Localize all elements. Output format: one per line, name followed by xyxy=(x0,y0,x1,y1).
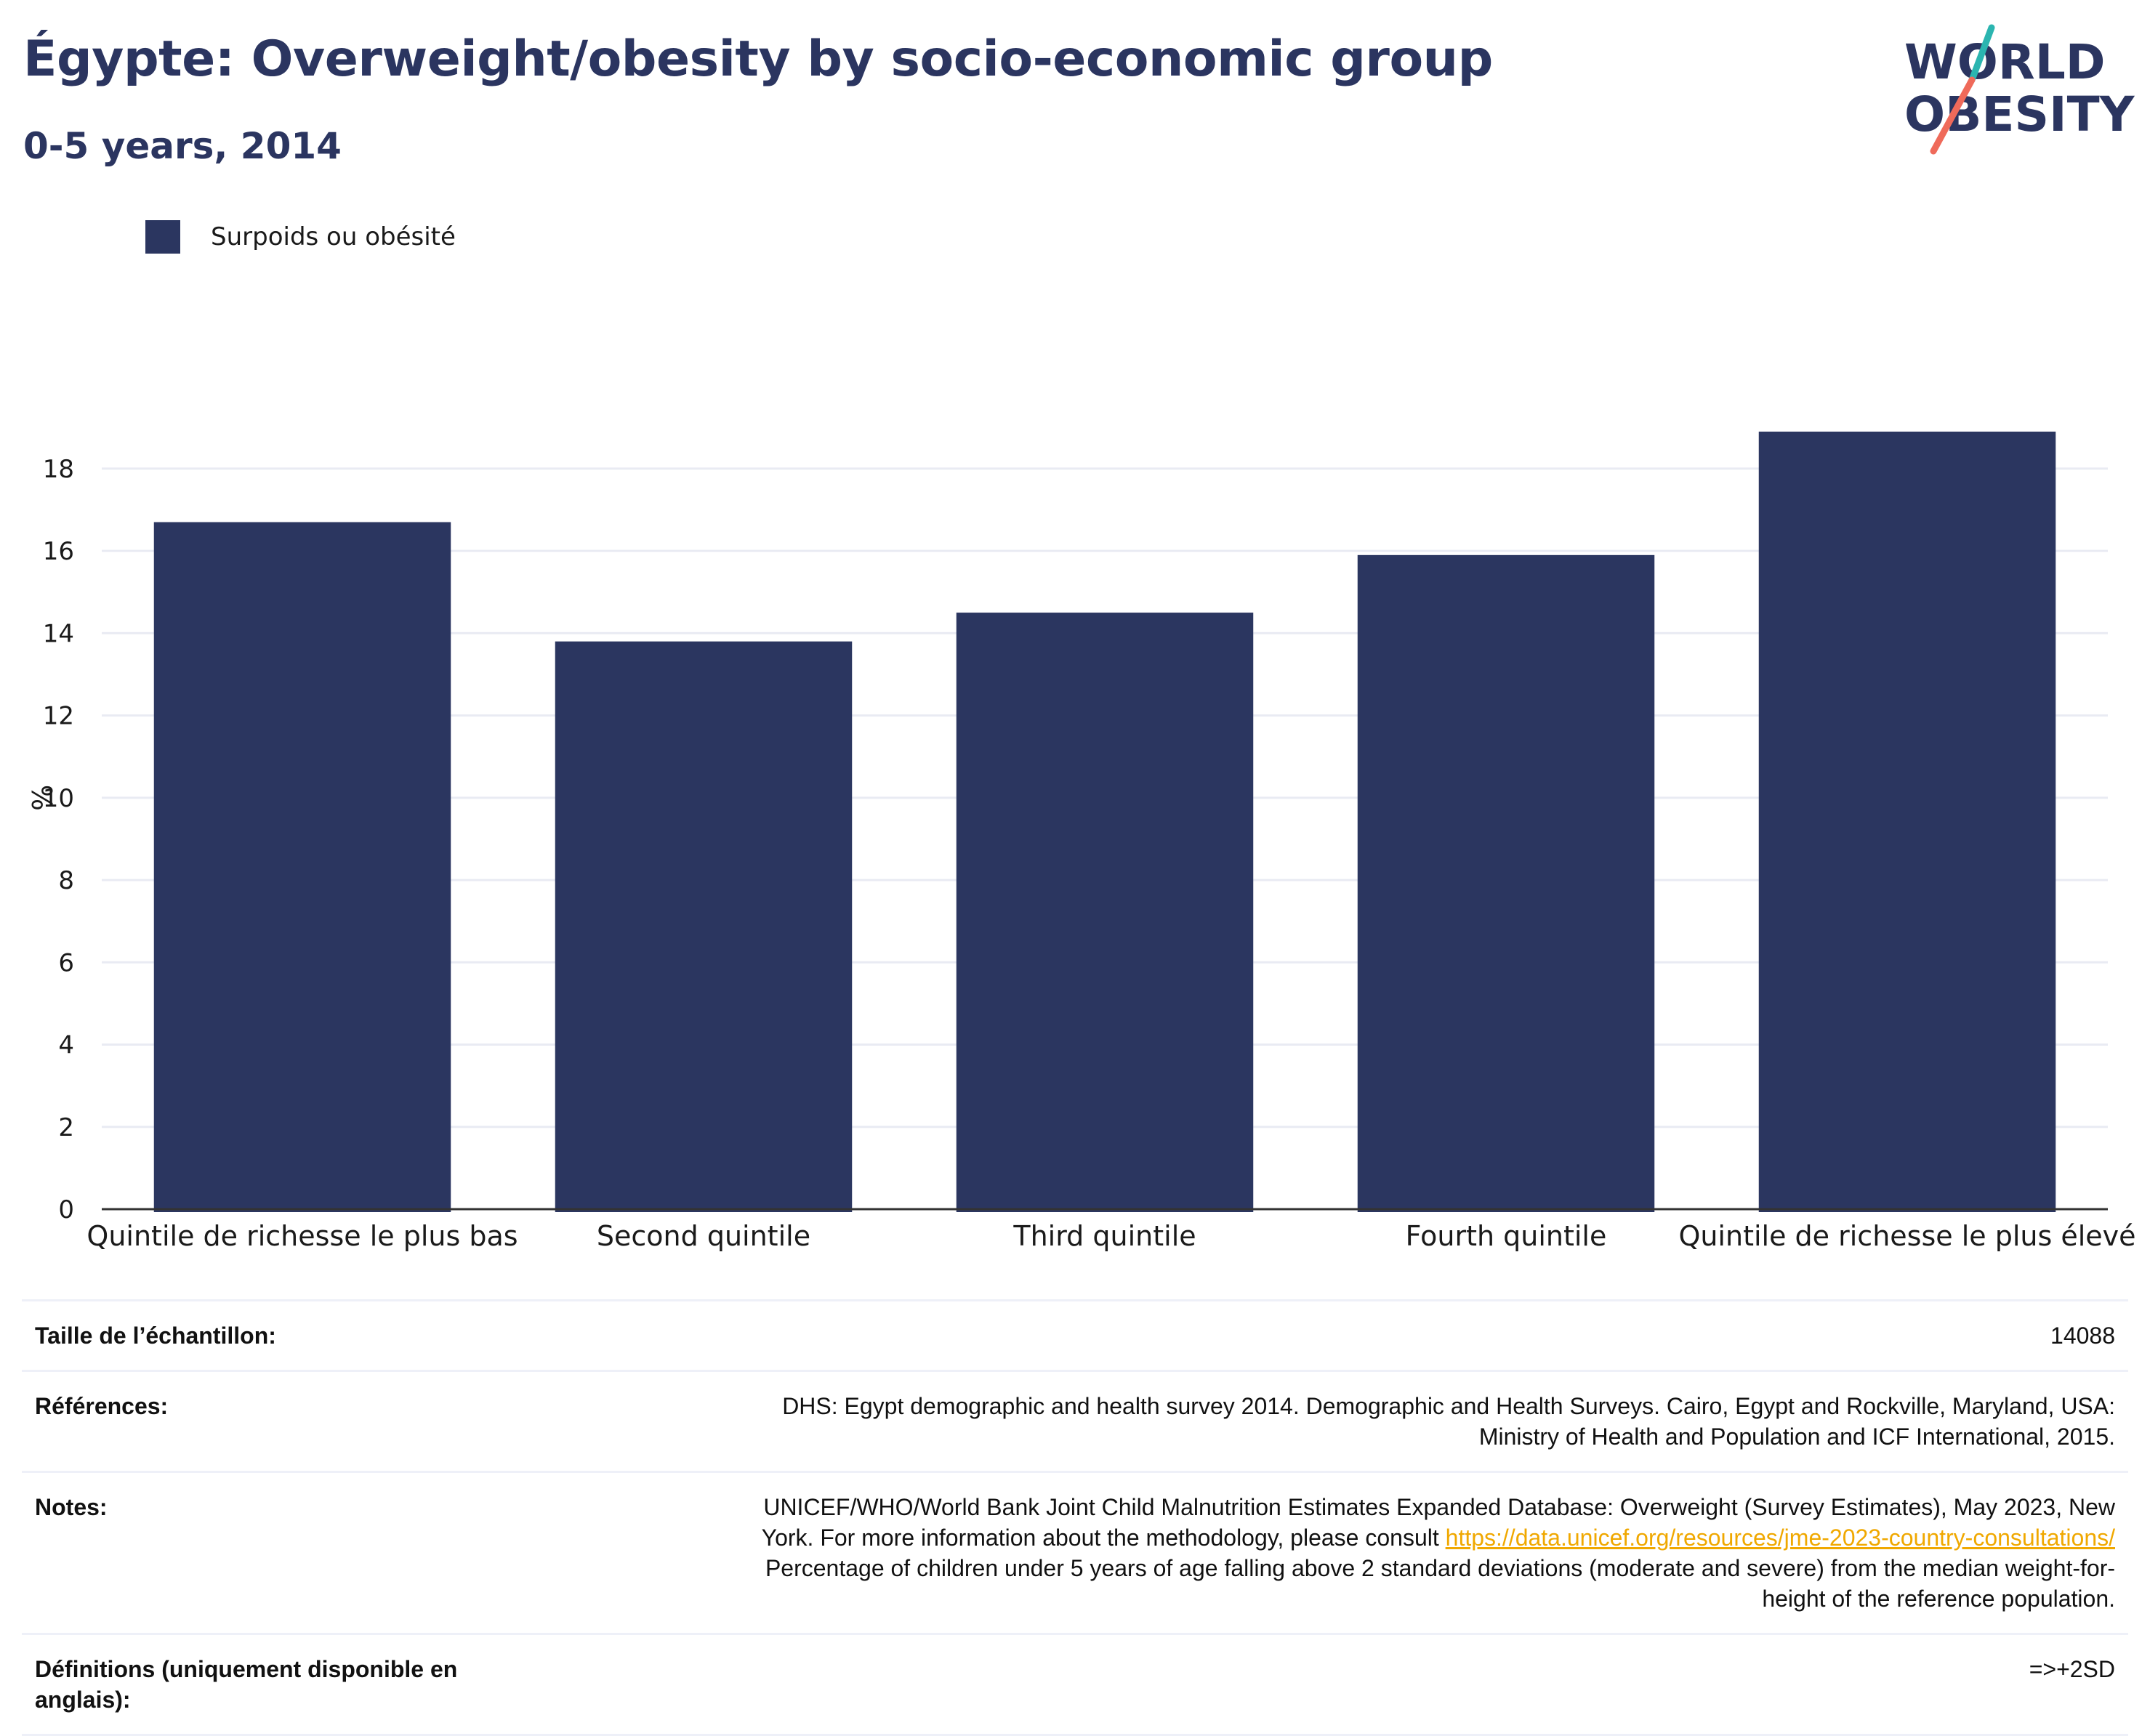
y-tick-label: 16 xyxy=(43,537,74,566)
methodology-link[interactable]: https://data.unicef.org/resources/jme-20… xyxy=(1445,1525,2115,1551)
notes-value: UNICEF/WHO/World Bank Joint Child Malnut… xyxy=(558,1492,2115,1614)
x-tick-label: Second quintile xyxy=(597,1220,810,1252)
x-tick-label: Fourth quintile xyxy=(1406,1220,1607,1252)
y-tick-label: 2 xyxy=(58,1113,74,1142)
world-obesity-logo: WORLD OBESITY xyxy=(1904,24,2135,155)
logo-slash-coral xyxy=(1930,76,1976,155)
legend-swatch xyxy=(145,220,180,254)
definitions-label: Définitions (uniquement disponible en an… xyxy=(35,1656,458,1713)
legend[interactable]: Surpoids ou obésité xyxy=(145,218,456,256)
x-tick-label: Quintile de richesse le plus bas xyxy=(86,1220,518,1252)
notes-line-3: Percentage of children under 5 years of … xyxy=(765,1555,2115,1581)
bar xyxy=(956,613,1254,1212)
row-definitions: Définitions (uniquement disponible en an… xyxy=(22,1633,2128,1736)
notes-label: Notes: xyxy=(35,1494,108,1520)
logo-word-world: WORLD xyxy=(1904,34,2106,90)
bar xyxy=(555,641,853,1212)
x-tick-label: Third quintile xyxy=(1012,1220,1196,1252)
chart-title: Égypte: Overweight/obesity by socio-econ… xyxy=(23,31,1493,88)
y-tick-label: 14 xyxy=(43,619,74,648)
y-axis-title: % xyxy=(27,785,59,811)
y-tick-label: 6 xyxy=(58,948,74,977)
notes-line-1: UNICEF/WHO/World Bank Joint Child Malnut… xyxy=(763,1494,2115,1520)
chart-subtitle: 0-5 years, 2014 xyxy=(23,125,342,167)
notes-line-4: height of the reference population. xyxy=(1762,1586,2115,1612)
row-references: Références: DHS: Egypt demographic and h… xyxy=(22,1370,2128,1471)
sample-size-label: Taille de l’échantillon: xyxy=(35,1323,276,1349)
notes-line-2-prefix: York. For more information about the met… xyxy=(761,1525,1446,1551)
logo-slash-teal xyxy=(1968,24,1995,84)
info-table: Taille de l’échantillon: 14088 Référence… xyxy=(22,1299,2128,1736)
row-sample-size: Taille de l’échantillon: 14088 xyxy=(22,1299,2128,1370)
row-notes: Notes: UNICEF/WHO/World Bank Joint Child… xyxy=(22,1471,2128,1633)
x-tick-label: Quintile de richesse le plus élevé xyxy=(1678,1220,2135,1252)
bar-chart: 0 2 4 6 8 10 12 14 16 18% Quintile de richesse le … xyxy=(27,431,2136,1252)
references-line-1: DHS: Egypt demographic and health survey… xyxy=(782,1393,2115,1419)
y-tick-label: 10 xyxy=(43,784,74,813)
sample-size-value: 14088 xyxy=(2050,1323,2115,1349)
y-tick-label: 0 xyxy=(58,1195,74,1224)
definitions-value: =>+2SD xyxy=(2029,1656,2115,1682)
references-value: DHS: Egypt demographic and health survey… xyxy=(558,1391,2115,1452)
references-line-2: Ministry of Health and Population and IC… xyxy=(1478,1424,2115,1450)
y-tick-label: 8 xyxy=(58,866,74,895)
bar xyxy=(153,522,451,1212)
bar xyxy=(1758,431,2056,1212)
legend-label: Surpoids ou obésité xyxy=(211,222,456,251)
y-tick-label: 12 xyxy=(43,702,74,731)
references-label: Références: xyxy=(35,1393,169,1419)
bar xyxy=(1357,554,1655,1212)
y-tick-label: 18 xyxy=(43,455,74,484)
y-tick-label: 4 xyxy=(58,1031,74,1060)
